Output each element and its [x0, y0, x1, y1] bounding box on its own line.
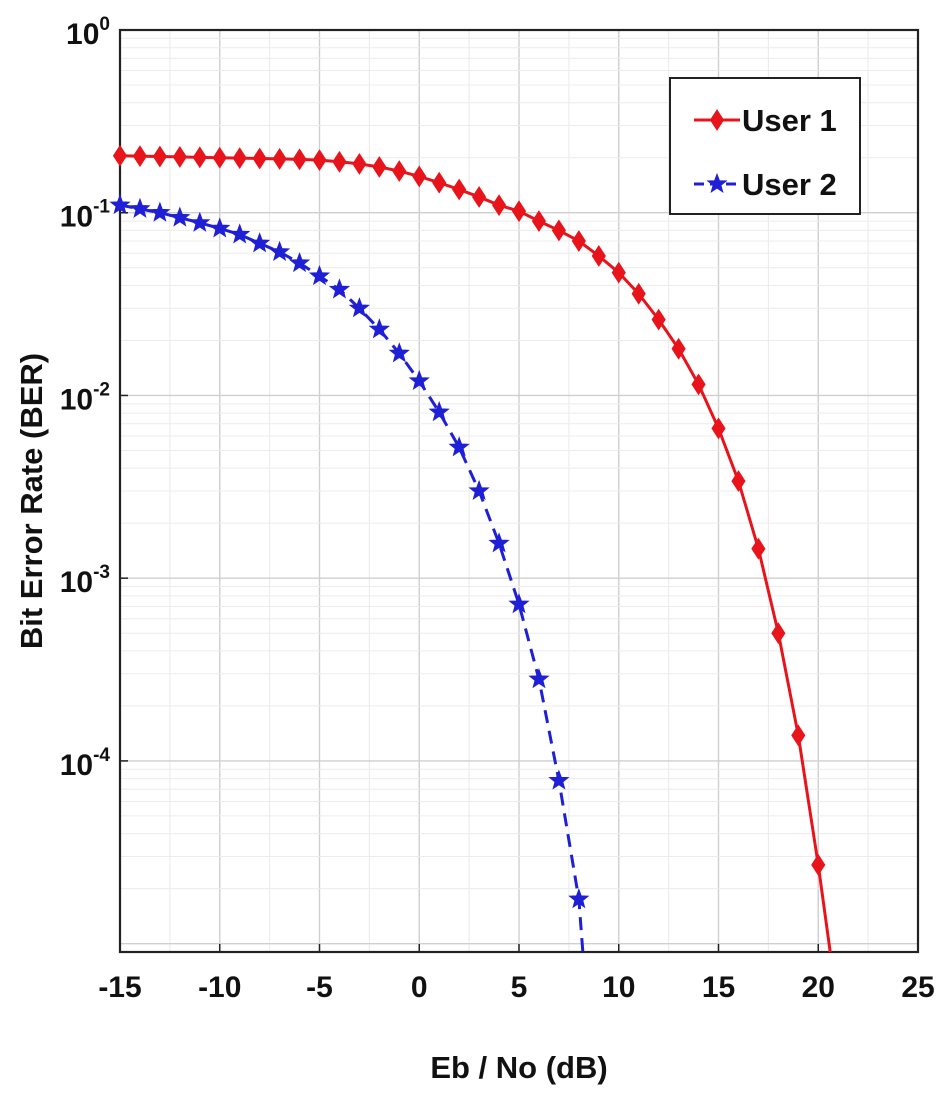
y-tick-label: 10-4 — [60, 745, 111, 782]
legend-label: User 2 — [742, 167, 837, 202]
data-point-marker — [229, 223, 251, 244]
data-point-marker — [468, 479, 490, 501]
x-tick-label: 10 — [602, 971, 635, 1004]
x-tick-label: 5 — [511, 971, 528, 1004]
x-tick-label: -10 — [198, 971, 241, 1004]
data-point-marker — [292, 148, 307, 171]
series-layer — [109, 144, 832, 953]
x-axis-ticks: -15 -10 -5 0 5 10 15 20 25 — [98, 944, 935, 1004]
data-point-marker — [372, 156, 387, 178]
data-point-marker — [548, 769, 570, 790]
data-point-marker — [149, 201, 171, 222]
data-point-marker — [452, 178, 467, 201]
data-point-marker — [272, 148, 287, 170]
y-tick-label: 10-3 — [60, 562, 110, 599]
x-tick-label: 25 — [901, 971, 934, 1004]
data-point-marker — [312, 149, 327, 172]
x-tick-label: 20 — [802, 971, 835, 1004]
data-point-marker — [129, 197, 151, 218]
x-axis-label: Eb / No (dB) — [430, 1050, 607, 1085]
series-2 — [109, 194, 590, 953]
data-point-marker — [691, 373, 706, 396]
data-point-marker — [152, 145, 167, 168]
data-point-marker — [332, 150, 347, 173]
data-point-marker — [631, 282, 646, 305]
y-tick-label: 10-2 — [60, 379, 110, 416]
data-point-marker — [751, 537, 766, 560]
data-point-marker — [711, 417, 726, 440]
data-point-marker — [172, 146, 187, 168]
data-point-marker — [591, 245, 606, 267]
legend-marker — [709, 109, 725, 131]
data-point-marker — [428, 401, 450, 422]
data-point-marker — [448, 436, 470, 457]
data-point-marker — [568, 888, 590, 909]
data-point-marker — [571, 230, 586, 252]
x-tick-label: -5 — [306, 971, 333, 1004]
data-point-marker — [112, 144, 128, 167]
data-point-marker — [348, 297, 370, 318]
data-point-marker — [791, 724, 806, 747]
data-point-marker — [232, 147, 247, 170]
legend-entry: User 1 — [694, 103, 837, 138]
data-point-marker — [252, 147, 267, 170]
x-tick-label: 0 — [411, 971, 428, 1004]
data-point-marker — [491, 194, 507, 217]
data-point-marker — [408, 369, 430, 391]
data-point-marker — [392, 160, 407, 183]
data-point-marker — [192, 146, 207, 169]
data-point-marker — [209, 217, 231, 238]
data-point-marker — [352, 152, 367, 175]
legend-entry: User 2 — [694, 167, 837, 202]
data-point-marker — [212, 146, 227, 169]
data-point-marker — [169, 206, 191, 227]
data-point-marker — [551, 219, 566, 242]
data-point-marker — [388, 342, 410, 363]
data-point-marker — [328, 278, 351, 299]
y-tick-label: 100 — [66, 14, 110, 51]
data-point-marker — [531, 210, 547, 233]
legend-label: User 1 — [742, 103, 837, 138]
data-point-marker — [432, 171, 447, 194]
legend-box — [669, 77, 861, 215]
x-tick-label: -15 — [98, 971, 141, 1004]
series-1 — [112, 144, 832, 953]
data-point-marker — [132, 145, 148, 168]
legend: User 1 User 2 — [669, 77, 861, 215]
data-point-marker — [189, 211, 211, 232]
data-point-marker — [771, 622, 786, 645]
data-point-marker — [288, 251, 311, 273]
data-point-marker — [731, 470, 746, 492]
data-point-marker — [412, 165, 427, 188]
data-point-marker — [308, 264, 331, 286]
data-point-marker — [508, 593, 530, 614]
data-point-marker — [511, 200, 527, 223]
data-point-marker — [811, 853, 826, 876]
data-point-marker — [249, 232, 271, 253]
y-axis-label: Bit Error Rate (BER) — [14, 353, 49, 649]
x-tick-label: 15 — [702, 971, 735, 1004]
legend-marker — [706, 172, 728, 194]
data-point-marker — [651, 308, 666, 331]
data-point-marker — [671, 337, 686, 360]
data-point-marker — [109, 194, 131, 215]
data-point-marker — [528, 668, 550, 689]
y-axis-ticks: 100 10-1 10-2 10-3 10-4 — [60, 14, 128, 782]
data-point-marker — [472, 186, 487, 208]
data-point-marker — [269, 240, 291, 261]
data-point-marker — [488, 532, 510, 553]
y-tick-label: 10-1 — [60, 197, 111, 234]
data-point-marker — [611, 261, 626, 284]
data-point-marker — [368, 318, 390, 339]
